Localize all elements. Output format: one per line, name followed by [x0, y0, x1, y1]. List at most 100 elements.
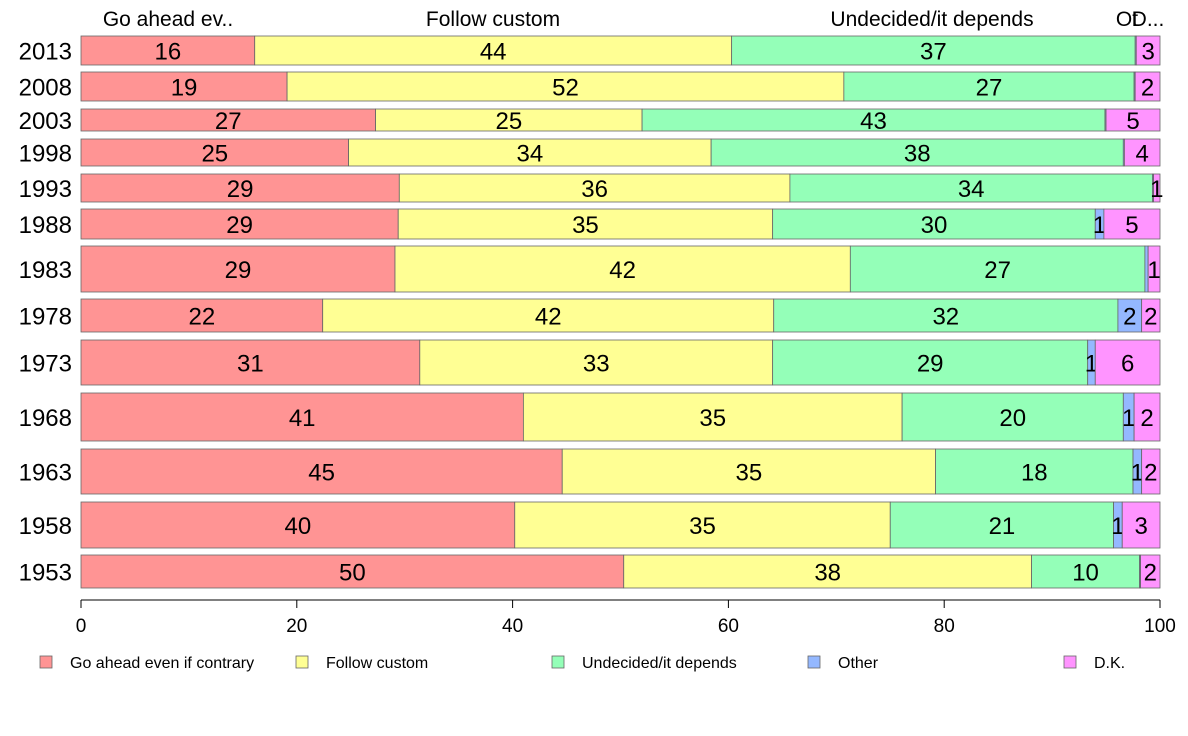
data-label: 1 — [1131, 460, 1144, 487]
data-label: 27 — [984, 257, 1011, 284]
x-tick-label: 40 — [502, 616, 523, 637]
bar-segment — [322, 298, 775, 333]
data-label: 41 — [289, 405, 316, 432]
data-label: 29 — [225, 257, 252, 284]
y-tick-label: 1953 — [19, 560, 72, 587]
data-label: 5 — [1125, 212, 1138, 239]
bar-segment — [1134, 71, 1161, 102]
y-axis-labels: 2013 2008 2003 1998 1993 1988 1983 1978 1973 1968… — [19, 39, 72, 587]
data-label: 1 — [1093, 212, 1106, 239]
legend-label: Undecided/it depends — [582, 655, 737, 672]
data-label: 16 — [155, 39, 182, 66]
data-label: 27 — [976, 75, 1003, 102]
data-label: 10 — [1072, 560, 1099, 587]
data-label: 45 — [308, 460, 335, 487]
data-label: 3 — [1141, 39, 1154, 66]
y-tick-label: 2003 — [19, 108, 72, 135]
data-label: 25 — [495, 108, 522, 135]
column-header: Ot — [1116, 8, 1138, 31]
y-tick-label: 1968 — [19, 405, 72, 432]
legend-label: Other — [838, 655, 879, 672]
bar-segment — [901, 392, 1124, 442]
data-label: 38 — [904, 141, 931, 168]
bar-segment — [1103, 208, 1161, 240]
legend-label: D.K. — [1094, 655, 1125, 672]
data-label: 35 — [699, 405, 726, 432]
data-label: 29 — [227, 176, 254, 203]
data-label: 35 — [689, 513, 716, 540]
data-label: 1 — [1085, 351, 1098, 378]
data-label: 2 — [1144, 460, 1157, 487]
bar-segment — [398, 173, 791, 203]
y-tick-label: 2008 — [19, 75, 72, 102]
x-tick-label: 100 — [1144, 616, 1176, 637]
x-tick-label: 20 — [286, 616, 307, 637]
data-label: 35 — [736, 460, 763, 487]
bars: 16 44 37 319 52 27 227 25 43 525 34 38 429 36 34 129 35 3… — [80, 35, 1163, 589]
legend-label: Follow custom — [326, 655, 428, 672]
data-label: 25 — [201, 141, 228, 168]
bar-segment — [1141, 448, 1161, 495]
data-label: 2 — [1144, 304, 1157, 331]
data-label: 18 — [1021, 460, 1048, 487]
legend-swatch — [295, 655, 309, 669]
data-label: 5 — [1126, 108, 1139, 135]
bar-segment — [1123, 138, 1161, 167]
y-tick-label: 1978 — [19, 304, 72, 331]
data-label: 1 — [1150, 176, 1163, 203]
legend: Go ahead even if contrary Follow custom Un… — [39, 655, 1125, 672]
data-label: 35 — [572, 212, 599, 239]
data-label: 34 — [958, 176, 985, 203]
y-tick-label: 1973 — [19, 351, 72, 378]
bar-segment — [80, 245, 396, 293]
data-label: 4 — [1136, 141, 1149, 168]
data-label: 3 — [1134, 513, 1147, 540]
data-label: 43 — [860, 108, 887, 135]
bar-segment — [623, 554, 1032, 589]
bar-segment — [1094, 339, 1161, 386]
bar-segment — [80, 138, 349, 167]
data-label: 19 — [171, 75, 198, 102]
x-tick-label: 80 — [934, 616, 955, 637]
data-label: 38 — [814, 560, 841, 587]
legend-label: Go ahead even if contrary — [70, 655, 254, 672]
bar-segment — [1147, 245, 1161, 293]
column-header: D... — [1132, 8, 1165, 31]
bar-segment — [889, 501, 1115, 549]
legend-swatch — [551, 655, 565, 669]
data-label: 40 — [285, 513, 312, 540]
bar-segment — [522, 392, 903, 442]
bar-segment — [561, 448, 936, 495]
bar-segment — [772, 208, 1096, 240]
legend-swatch — [1063, 655, 1077, 669]
data-label: 29 — [226, 212, 253, 239]
data-label: 1 — [1147, 257, 1160, 284]
y-tick-label: 1963 — [19, 460, 72, 487]
data-label: 30 — [921, 212, 948, 239]
data-label: 50 — [339, 560, 366, 587]
data-label: 29 — [917, 351, 944, 378]
legend-swatch — [39, 655, 53, 669]
bar-segment — [849, 245, 1146, 293]
bar-segment — [80, 554, 625, 589]
y-tick-label: 1998 — [19, 141, 72, 168]
data-label: 31 — [237, 351, 264, 378]
y-tick-label: 2013 — [19, 39, 72, 66]
data-label: 34 — [517, 141, 544, 168]
bar-segment — [1133, 392, 1161, 442]
bar-segment — [80, 392, 524, 442]
y-tick-label: 1958 — [19, 513, 72, 540]
bar-segment — [1135, 35, 1161, 66]
data-label: 2 — [1144, 560, 1157, 587]
column-headers: Go ahead ev.. Follow custom Undecided/it d… — [103, 8, 1165, 31]
bar-segment — [80, 339, 421, 386]
data-label: 2 — [1123, 304, 1136, 331]
data-label: 33 — [583, 351, 610, 378]
data-label: 36 — [581, 176, 608, 203]
column-header: Go ahead ev.. — [103, 8, 233, 31]
bar-segment — [394, 245, 851, 293]
data-label: 1 — [1111, 513, 1124, 540]
data-label: 6 — [1121, 351, 1134, 378]
bar-segment — [789, 173, 1153, 203]
